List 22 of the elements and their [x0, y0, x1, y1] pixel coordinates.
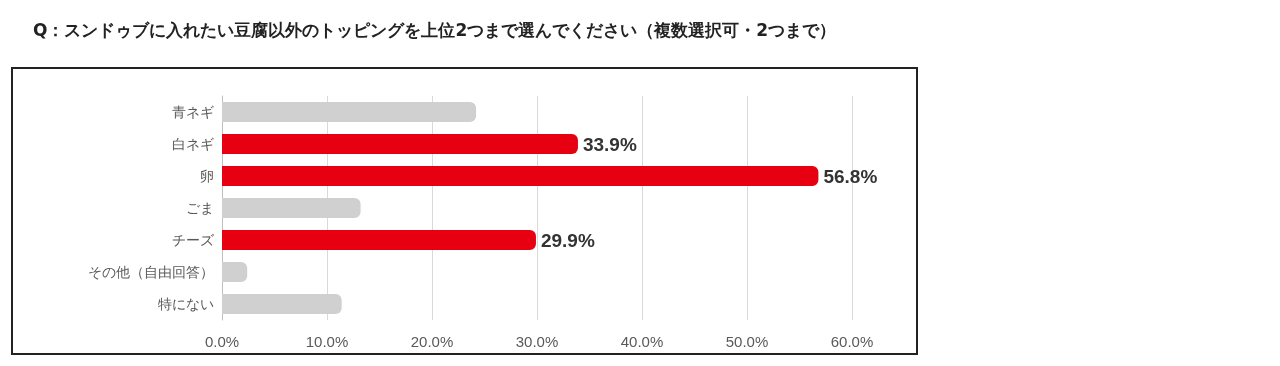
x-tick-label: 60.0% — [830, 333, 874, 350]
y-tick-label: その他（自由回答） — [88, 264, 214, 280]
y-tick-label: ごま — [186, 200, 214, 216]
data-label: 33.9% — [582, 133, 637, 155]
x-tick-label: 10.0% — [305, 333, 349, 350]
y-tick-label: 特にない — [158, 296, 214, 312]
data-label: 56.8% — [823, 165, 878, 187]
x-tick-label: 20.0% — [410, 333, 454, 350]
x-tick-label: 0.0% — [204, 333, 240, 350]
x-tick-label: 40.0% — [620, 333, 664, 350]
y-tick-label: 白ネギ — [172, 136, 214, 152]
x-tick-label: 50.0% — [725, 333, 769, 350]
x-tick-label: 30.0% — [515, 333, 559, 350]
bar — [222, 230, 536, 250]
y-tick-label: チーズ — [172, 232, 215, 248]
bar — [222, 134, 578, 154]
bar — [222, 262, 248, 282]
y-tick-label: 青ネギ — [172, 104, 214, 120]
y-tick-label: 卵 — [200, 168, 214, 184]
bar — [222, 166, 819, 186]
data-label: 29.9% — [540, 229, 595, 251]
chart-title: Q：スンドゥブに入れたい豆腐以外のトッピングを上位2つまで選んでください（複数選択可・2つまで） — [33, 19, 837, 40]
